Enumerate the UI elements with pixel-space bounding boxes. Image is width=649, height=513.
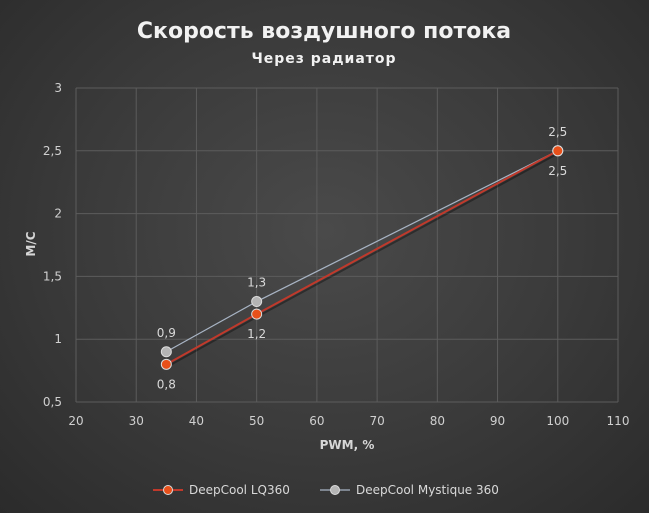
legend-label: DeepCool Mystique 360 <box>356 483 499 497</box>
y-tick-label: 1 <box>54 332 62 346</box>
legend-marker <box>163 485 173 495</box>
y-tick-label: 1,5 <box>43 269 62 283</box>
data-point <box>251 296 263 308</box>
y-tick-label: 3 <box>54 81 62 95</box>
x-tick-label: 40 <box>189 414 204 428</box>
y-axis-label: М/С <box>24 231 38 256</box>
x-axis-label: PWM, % <box>320 438 375 452</box>
grid <box>75 87 619 403</box>
data-label: 2,5 <box>548 125 567 139</box>
legend-item-1: DeepCool Mystique 360 <box>320 483 499 497</box>
legend-label: DeepCool LQ360 <box>189 483 290 497</box>
data-point <box>160 358 172 370</box>
tick-labels: 20 30 40 50 60 70 80 90 100 110 0,5 1 1,5 2 2,5 3 <box>43 81 630 428</box>
legend: DeepCool LQ360 DeepCool Mystique 360 <box>153 483 499 497</box>
x-tick-label: 50 <box>249 414 264 428</box>
series-line <box>165 149 559 366</box>
x-tick-label: 110 <box>607 414 630 428</box>
series-1: 0,9 1,3 2,5 <box>157 125 567 358</box>
legend-marker <box>330 485 340 495</box>
x-tick-label: 20 <box>68 414 83 428</box>
data-point <box>552 145 564 157</box>
chart-title: Скорость воздушного потока <box>137 19 511 44</box>
y-tick-label: 2,5 <box>43 144 62 158</box>
data-point <box>251 308 263 320</box>
series-0: 0,8 1,2 2,5 <box>157 145 567 391</box>
x-tick-label: 70 <box>369 414 384 428</box>
x-tick-label: 100 <box>546 414 569 428</box>
data-label: 1,3 <box>247 276 266 290</box>
x-tick-label: 30 <box>129 414 144 428</box>
y-tick-label: 2 <box>54 207 62 221</box>
legend-item-0: DeepCool LQ360 <box>153 483 290 497</box>
chart-subtitle: Через радиатор <box>251 51 396 67</box>
series-line <box>166 150 559 353</box>
data-label: 0,8 <box>157 377 176 391</box>
x-tick-label: 80 <box>430 414 445 428</box>
series: 0,9 1,3 2,5 0,8 1,2 2,5 <box>157 125 568 392</box>
data-label: 1,2 <box>247 327 266 341</box>
data-label: 2,5 <box>548 164 567 178</box>
data-label: 0,9 <box>157 326 176 340</box>
y-tick-label: 0,5 <box>43 395 62 409</box>
series-line-shadow <box>167 151 560 368</box>
x-tick-label: 60 <box>309 414 324 428</box>
x-tick-label: 90 <box>490 414 505 428</box>
data-point <box>160 346 172 358</box>
